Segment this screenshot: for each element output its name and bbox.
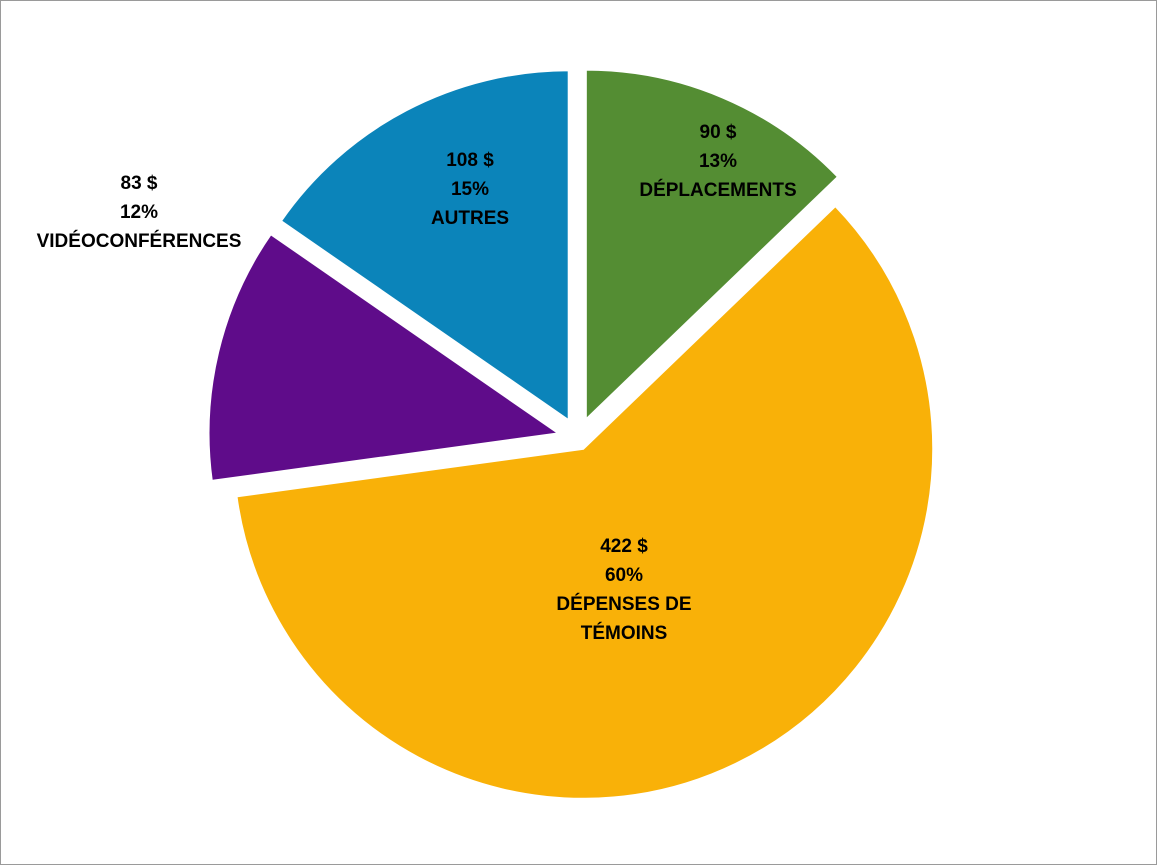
pie-label-category-1: VIDÉOCONFÉRENCES <box>37 230 242 252</box>
pie-slice-autres <box>279 69 570 423</box>
pie-label-percent: 13% <box>699 151 737 172</box>
pie-label-depenses-de-temoins: 422 $ 60% DÉPENSES DE TÉMOINS <box>556 536 691 644</box>
pie-slice-deplacements <box>584 68 840 422</box>
pie-label-deplacements: 90 $ 13% DÉPLACEMENTS <box>639 122 796 201</box>
pie-label-videoconferences: 83 $ 12% VIDÉOCONFÉRENCES <box>37 173 242 252</box>
pie-label-category-1: AUTRES <box>431 208 509 229</box>
pie-label-value: 108 $ <box>446 150 494 171</box>
pie-label-percent: 60% <box>605 565 643 586</box>
pie-slice-videoconferences <box>207 232 562 483</box>
pie-label-value: 422 $ <box>600 536 648 557</box>
pie-label-value: 90 $ <box>700 122 737 143</box>
pie-slices <box>207 68 935 800</box>
pie-label-category-1: DÉPLACEMENTS <box>639 179 796 201</box>
pie-label-category-1: DÉPENSES DE <box>556 593 691 615</box>
pie-label-category-2: TÉMOINS <box>581 622 668 644</box>
pie-label-autres: 108 $ 15% AUTRES <box>431 150 509 229</box>
pie-labels: 90 $ 13% DÉPLACEMENTS 422 $ 60% DÉPENSES DE TÉ… <box>37 122 797 644</box>
pie-label-percent: 15% <box>451 179 489 200</box>
pie-slice-depenses-de-temoins <box>235 204 935 800</box>
pie-label-value: 83 $ <box>121 173 158 194</box>
pie-label-percent: 12% <box>120 202 158 223</box>
